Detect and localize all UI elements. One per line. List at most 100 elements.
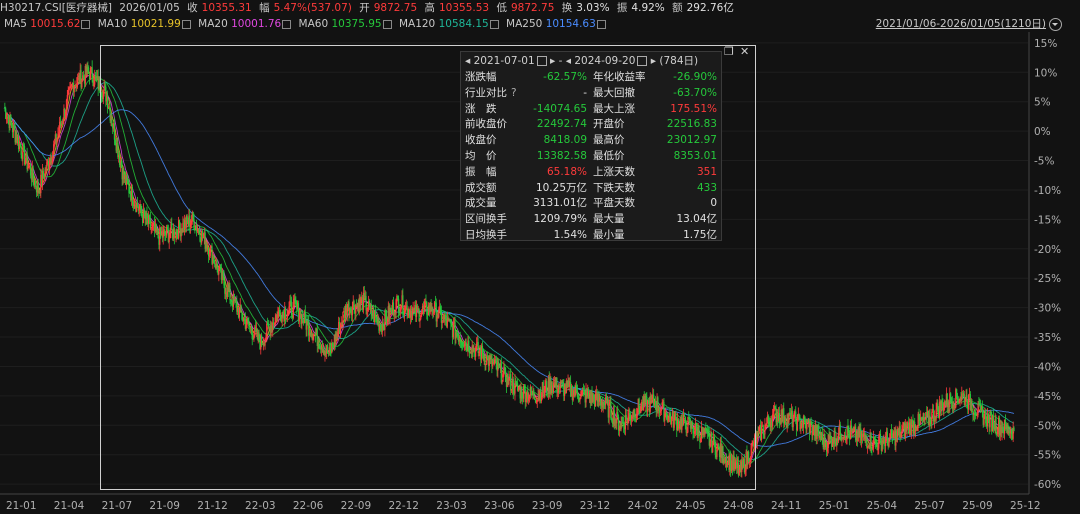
candle-body [187,221,189,225]
candle-body [528,397,530,401]
start-date[interactable]: 2021-07-01 [473,55,535,67]
candle-body [599,398,602,406]
ma20-toggle[interactable] [282,19,292,29]
candle-body [770,419,772,428]
candle-body [789,412,791,414]
candle-body [550,379,552,393]
candle-body [374,311,376,323]
candle-body [172,229,174,239]
candle-body [335,333,337,343]
candle-body [717,444,719,448]
y-tick-label: -10% [1034,185,1061,197]
ma10-toggle[interactable] [181,19,191,29]
candle-body [582,389,585,391]
candle-body [261,335,263,345]
candle-body [938,411,940,418]
candle-body [237,307,239,312]
candle-body [452,324,454,338]
candle-body [111,119,113,126]
candle-body [981,406,983,412]
end-date[interactable]: 2024-09-20 [574,55,636,67]
candle-body [694,422,697,431]
candle-body [697,427,699,438]
candle-body [209,246,211,256]
candle-body [381,322,383,332]
candle-body [839,424,841,437]
ma120-toggle[interactable] [489,19,499,29]
candle-body [81,80,83,88]
candle-body [276,315,278,321]
next-date-icon[interactable]: ▸ [650,55,657,67]
ma60-toggle[interactable] [382,19,392,29]
candle-body [946,393,948,407]
candle-body [362,297,364,310]
candle-body [474,348,476,357]
stat-label: 最大量 [593,213,625,226]
candle-body [605,396,607,405]
candle-body [768,422,770,424]
help-icon[interactable]: ? [511,86,517,99]
candle-body [35,186,38,193]
candle-body [85,66,87,76]
candle-body [519,387,521,399]
candle-body [442,315,444,322]
candle-body [905,423,907,432]
calendar-icon[interactable] [536,56,547,66]
candle-body [32,166,34,179]
y-tick-label: -50% [1034,420,1061,432]
candle-body [178,220,180,239]
stat-value: 13.04亿 [676,213,717,226]
candle-body [656,397,658,412]
date-range-label[interactable]: 2021/01/06-2026/01/05(1210日) [875,18,1046,30]
candle-body [288,306,290,312]
candle-body [721,446,723,458]
candle-body [494,359,496,362]
candle-body [218,269,220,275]
candle-body [800,427,802,430]
candle-body [518,387,520,390]
stats-row: 成交额 10.25万亿 下跌天数 433 [461,181,721,197]
stats-row: 日均换手 1.54% 最小量 1.75亿 [461,228,721,244]
restore-icon[interactable]: ❐ [724,45,734,58]
prev-date-icon[interactable]: ◂ [465,55,471,67]
candle-body [923,413,925,421]
candle-body [403,311,406,315]
candle-body [885,436,887,447]
candle-body [126,175,128,182]
ma120-value: 10584.15 [438,18,489,30]
candle-body [305,319,307,330]
candle-body [42,170,44,177]
x-tick-label: 24-11 [771,500,802,512]
y-tick-label: -55% [1034,450,1061,462]
close-icon[interactable]: ✕ [740,45,750,58]
candle-body [267,325,270,328]
ma20-label: MA20 [198,18,228,30]
candle-body [658,408,660,411]
candle-body [472,345,474,351]
x-tick-label: 22-12 [388,500,419,512]
candle-body [982,411,984,425]
candle-body [983,416,985,425]
candle-body [444,314,446,319]
candle-body [533,390,535,399]
candle-body [37,182,39,193]
candle-body [637,398,639,412]
candle-body [811,422,813,436]
candle-body [243,318,246,320]
candle-body [510,389,513,391]
candle-body [673,417,675,428]
candle-body [567,380,569,387]
range-dropdown-icon[interactable] [1049,18,1062,31]
candle-body [478,351,480,353]
candle-body [200,241,202,243]
candle-body [930,422,932,425]
candle-body [495,359,497,364]
calendar-icon[interactable] [637,56,648,66]
candle-body [764,424,766,435]
ma250-toggle[interactable] [596,19,606,29]
ma5-toggle[interactable] [81,19,91,29]
candle-body [532,390,534,395]
candle-body [397,295,399,299]
candle-body [979,404,981,405]
